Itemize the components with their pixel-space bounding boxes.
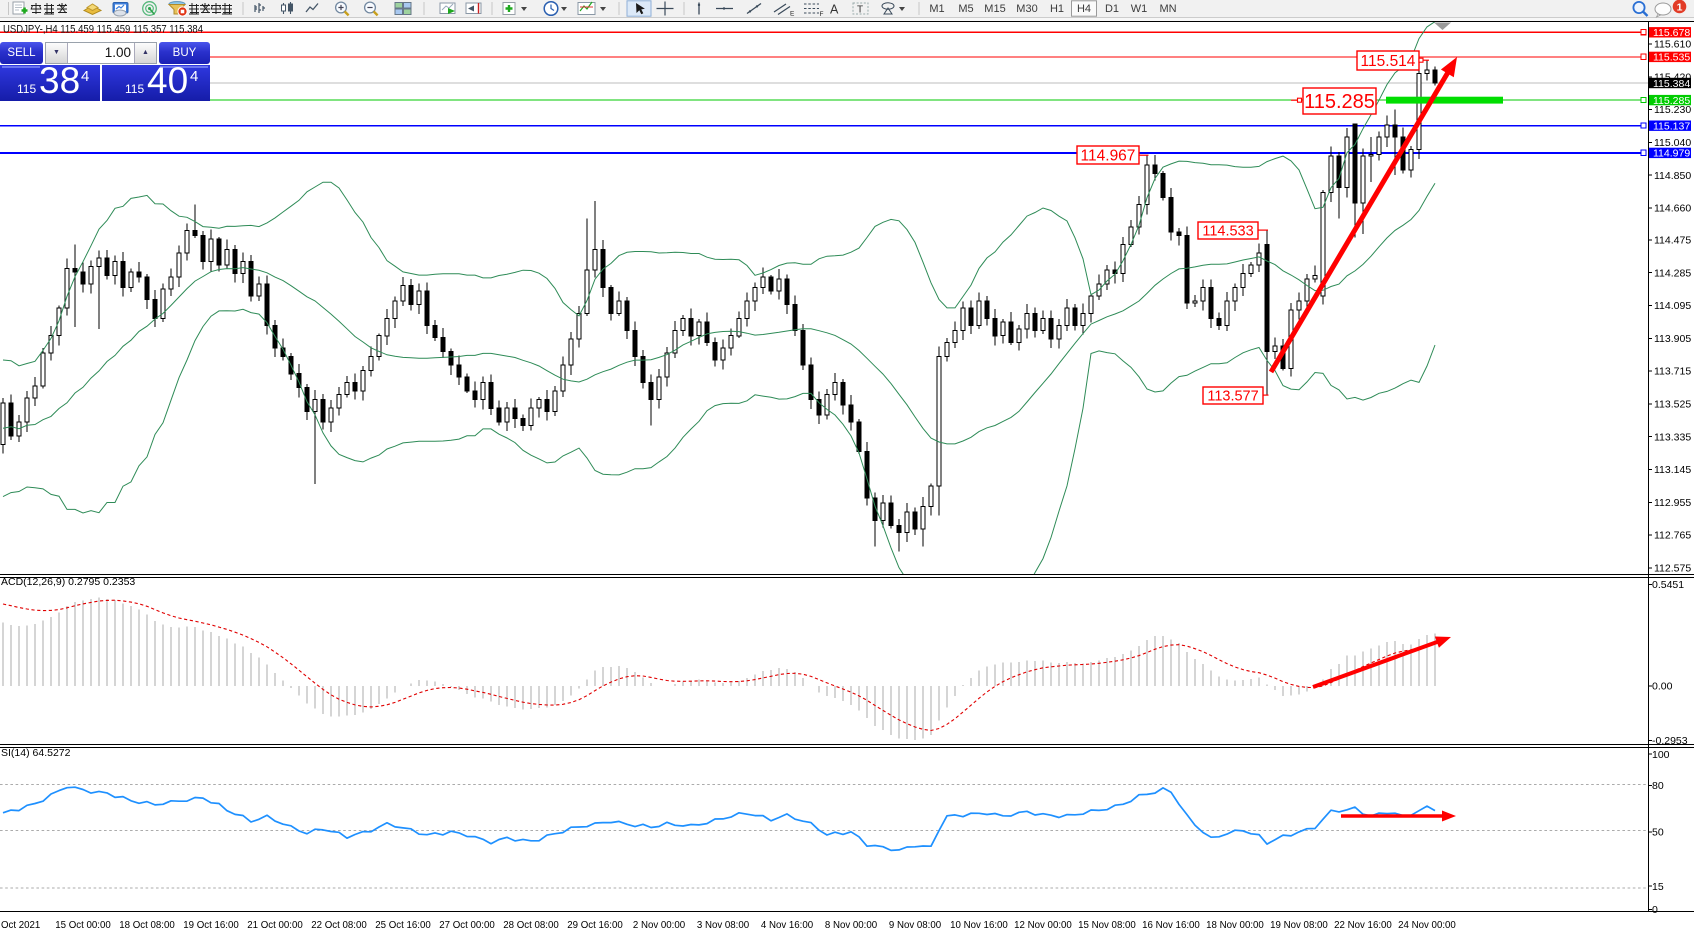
svg-text:M5: M5 bbox=[958, 3, 973, 15]
svg-text:MN: MN bbox=[1159, 3, 1176, 15]
svg-text:115.535: 115.535 bbox=[1653, 52, 1690, 64]
svg-text:16 Nov 16:00: 16 Nov 16:00 bbox=[1142, 920, 1200, 931]
svg-text:115.514: 115.514 bbox=[1361, 53, 1416, 70]
svg-text:113.715: 113.715 bbox=[1654, 366, 1691, 378]
svg-text:113.905: 113.905 bbox=[1654, 333, 1691, 345]
svg-text:19 Nov 08:00: 19 Nov 08:00 bbox=[1270, 920, 1328, 931]
svg-text:A: A bbox=[830, 3, 839, 17]
svg-text:15 Oct 00:00: 15 Oct 00:00 bbox=[55, 920, 111, 931]
svg-text:F: F bbox=[820, 11, 824, 18]
svg-text:28 Oct 08:00: 28 Oct 08:00 bbox=[503, 920, 559, 931]
svg-text:1: 1 bbox=[1677, 2, 1683, 14]
svg-text:M15: M15 bbox=[984, 3, 1005, 15]
svg-text:115.610: 115.610 bbox=[1654, 39, 1691, 51]
svg-text:115.230: 115.230 bbox=[1654, 104, 1691, 116]
svg-text:3 Nov 08:00: 3 Nov 08:00 bbox=[697, 920, 750, 931]
svg-text:18 Nov 00:00: 18 Nov 00:00 bbox=[1206, 920, 1264, 931]
svg-text:E: E bbox=[790, 11, 795, 18]
svg-text:8 Nov 00:00: 8 Nov 00:00 bbox=[825, 920, 878, 931]
svg-text:113.577: 113.577 bbox=[1207, 389, 1258, 405]
svg-text:21 Oct 00:00: 21 Oct 00:00 bbox=[247, 920, 303, 931]
svg-text:113.335: 113.335 bbox=[1654, 431, 1691, 443]
svg-text:H4: H4 bbox=[1077, 3, 1091, 15]
svg-text:0: 0 bbox=[1652, 904, 1658, 916]
svg-text:19 Oct 16:00: 19 Oct 16:00 bbox=[183, 920, 239, 931]
svg-text:112.955: 112.955 bbox=[1654, 497, 1691, 509]
svg-text:22 Oct 08:00: 22 Oct 08:00 bbox=[311, 920, 367, 931]
svg-text:10 Nov 16:00: 10 Nov 16:00 bbox=[950, 920, 1008, 931]
svg-text:W1: W1 bbox=[1131, 3, 1148, 15]
svg-text:SI(14) 64.5272: SI(14) 64.5272 bbox=[1, 747, 71, 759]
svg-text:115.285: 115.285 bbox=[1304, 91, 1375, 113]
svg-text:114.533: 114.533 bbox=[1202, 224, 1253, 240]
svg-text:T: T bbox=[857, 5, 863, 16]
svg-text:114.285: 114.285 bbox=[1654, 267, 1691, 279]
svg-text:80: 80 bbox=[1652, 780, 1664, 792]
svg-text:15 Nov 08:00: 15 Nov 08:00 bbox=[1078, 920, 1136, 931]
svg-text:M30: M30 bbox=[1016, 3, 1037, 15]
svg-text:114.967: 114.967 bbox=[1081, 148, 1136, 165]
svg-text:ACD(12,26,9) 0.2795 0.2353: ACD(12,26,9) 0.2795 0.2353 bbox=[1, 576, 135, 588]
svg-text:27 Oct 00:00: 27 Oct 00:00 bbox=[439, 920, 495, 931]
svg-text:Oct 2021: Oct 2021 bbox=[1, 920, 40, 931]
svg-text:2 Nov 00:00: 2 Nov 00:00 bbox=[633, 920, 686, 931]
svg-text:D1: D1 bbox=[1105, 3, 1119, 15]
svg-text:-0.2953: -0.2953 bbox=[1652, 735, 1688, 747]
svg-text:114.979: 114.979 bbox=[1653, 148, 1690, 160]
svg-text:115.678: 115.678 bbox=[1653, 27, 1690, 39]
svg-text:M1: M1 bbox=[929, 3, 944, 15]
svg-text:4 Nov 16:00: 4 Nov 16:00 bbox=[761, 920, 814, 931]
svg-text:22 Nov 16:00: 22 Nov 16:00 bbox=[1334, 920, 1392, 931]
svg-text:9 Nov 08:00: 9 Nov 08:00 bbox=[889, 920, 942, 931]
svg-text:114.095: 114.095 bbox=[1654, 300, 1691, 312]
svg-text:25 Oct 16:00: 25 Oct 16:00 bbox=[375, 920, 431, 931]
svg-text:50: 50 bbox=[1652, 827, 1664, 839]
svg-text:115.285: 115.285 bbox=[1653, 95, 1690, 107]
svg-text:18 Oct 08:00: 18 Oct 08:00 bbox=[119, 920, 175, 931]
svg-text:113.145: 113.145 bbox=[1654, 464, 1691, 476]
svg-text:100: 100 bbox=[1652, 749, 1670, 761]
svg-text:113.525: 113.525 bbox=[1654, 399, 1691, 411]
svg-text:H1: H1 bbox=[1050, 3, 1064, 15]
svg-text:12 Nov 00:00: 12 Nov 00:00 bbox=[1014, 920, 1072, 931]
svg-text:24 Nov 00:00: 24 Nov 00:00 bbox=[1398, 920, 1456, 931]
svg-text:112.765: 112.765 bbox=[1654, 530, 1691, 542]
svg-text:29 Oct 16:00: 29 Oct 16:00 bbox=[567, 920, 623, 931]
svg-text:0.00: 0.00 bbox=[1652, 681, 1673, 693]
svg-text:15: 15 bbox=[1652, 881, 1664, 893]
svg-text:0.5451: 0.5451 bbox=[1652, 579, 1684, 591]
svg-text:115.137: 115.137 bbox=[1653, 121, 1690, 133]
svg-text:USDJPY-,H4 115.459 115.459 11: USDJPY-,H4 115.459 115.459 115.357 115.3… bbox=[3, 24, 203, 36]
svg-text:112.575: 112.575 bbox=[1654, 563, 1691, 575]
svg-text:114.850: 114.850 bbox=[1654, 170, 1691, 182]
svg-text:114.475: 114.475 bbox=[1654, 235, 1691, 247]
svg-text:115.384: 115.384 bbox=[1653, 78, 1690, 90]
svg-text:115.040: 115.040 bbox=[1654, 137, 1691, 149]
svg-text:114.660: 114.660 bbox=[1654, 203, 1691, 215]
